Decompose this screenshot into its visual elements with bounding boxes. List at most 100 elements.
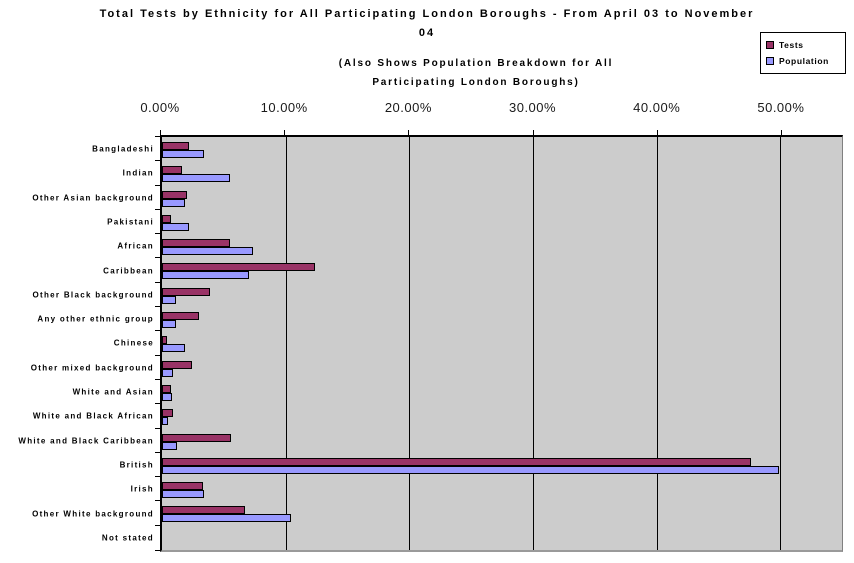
category-axis-tick	[155, 184, 160, 186]
category-label: Pakistani	[107, 217, 154, 227]
legend-label-tests: Tests	[779, 40, 804, 50]
chart-title-line1: Total Tests by Ethnicity for All Partici…	[99, 8, 755, 20]
x-tick-mark	[408, 130, 410, 135]
bar-tests	[162, 457, 751, 466]
gridline	[285, 137, 287, 550]
bar-tests	[162, 433, 232, 442]
bar-tests	[162, 142, 190, 150]
category-row: African	[117, 233, 842, 258]
bar-population	[162, 320, 176, 329]
bar-tests	[162, 384, 171, 393]
bar-tests	[162, 506, 245, 515]
category-axis-tick	[155, 354, 160, 356]
category-axis-tick	[155, 208, 160, 210]
x-tick-label: 20.00%	[384, 100, 432, 115]
chart-subtitle-line1: (Also Shows Population Breakdown for All	[338, 58, 614, 69]
category-axis-tick	[155, 378, 160, 380]
category-label: Caribbean	[103, 266, 154, 276]
bar-population	[162, 490, 205, 499]
bar-population	[162, 514, 291, 523]
x-tick-mark	[780, 130, 782, 135]
x-tick-mark	[532, 130, 534, 135]
category-label: White and Black Caribbean	[18, 436, 154, 446]
category-label: Other White background	[32, 509, 154, 519]
category-row: Chinese	[114, 330, 842, 355]
category-axis-tick	[155, 136, 160, 137]
bar-tests	[162, 239, 230, 248]
category-row: Other mixed background	[31, 354, 842, 380]
x-tick-label: 30.00%	[508, 100, 557, 115]
legend: Tests Population	[760, 32, 846, 74]
bar-tests	[162, 312, 200, 321]
bar-population	[162, 222, 190, 231]
category-axis-tick	[155, 500, 160, 502]
bar-population	[162, 368, 174, 377]
chart-subtitle: (Also Shows Population Breakdown for All…	[176, 54, 776, 92]
category-axis-tick	[155, 281, 160, 283]
category-axis-tick	[155, 550, 160, 551]
category-row: White and Asian	[73, 378, 842, 404]
category-label: Irish	[130, 484, 154, 494]
bar-tests	[162, 263, 316, 272]
chart-subtitle-line2: Participating London Boroughs)	[372, 77, 580, 88]
category-axis-tick	[155, 233, 160, 235]
category-axis-tick	[155, 403, 160, 405]
legend-item-population: Population	[766, 54, 840, 68]
bar-population	[162, 465, 779, 474]
x-tick-label: 50.00%	[757, 100, 805, 115]
category-label: Any other ethnic group	[37, 314, 154, 324]
category-row: Other White background	[32, 500, 842, 525]
x-tick-label: 0.00%	[140, 100, 180, 115]
category-label: White and Black African	[32, 411, 154, 421]
category-label: White and Asian	[72, 387, 154, 397]
gridline	[409, 137, 411, 550]
category-axis-tick	[155, 257, 160, 259]
legend-item-tests: Tests	[766, 38, 840, 52]
category-row: Not stated	[102, 524, 842, 550]
category-axis-tick	[155, 524, 160, 526]
category-label: Indian	[122, 168, 154, 178]
category-row: Any other ethnic group	[37, 306, 842, 331]
bar-population	[162, 392, 172, 401]
category-label: African	[117, 241, 154, 251]
population-swatch-icon	[766, 57, 774, 65]
bar-population	[162, 174, 230, 183]
category-axis-tick	[155, 451, 160, 453]
category-label: Other Black background	[32, 290, 154, 300]
x-tick-mark	[160, 130, 161, 135]
bar-tests	[162, 287, 211, 296]
bar-tests	[162, 166, 182, 175]
x-tick-mark	[656, 130, 658, 135]
chart-title-line2: 04	[418, 27, 436, 39]
bar-tests	[162, 360, 192, 369]
bar-population	[162, 247, 254, 256]
category-row: Other Asian background	[32, 184, 842, 210]
category-axis-tick	[155, 476, 160, 478]
bar-tests	[162, 214, 171, 223]
bar-tests	[162, 190, 187, 199]
category-label: Bangladeshi	[92, 144, 154, 154]
category-row: Irish	[131, 476, 842, 501]
tests-swatch-icon	[766, 41, 774, 49]
bar-population	[162, 150, 205, 158]
category-row: British	[120, 451, 842, 477]
x-axis: 0.00% 10.00% 20.00% 30.00% 40.00% 50.00%	[140, 96, 843, 135]
category-row: Bangladeshi	[92, 136, 842, 161]
gridline	[780, 137, 782, 550]
category-label: Other mixed background	[30, 363, 154, 373]
bar-population	[162, 417, 169, 426]
x-tick-label: 10.00%	[260, 100, 308, 115]
category-row: Caribbean	[103, 257, 842, 282]
category-axis-tick	[155, 330, 160, 332]
bar-tests	[162, 482, 203, 491]
category-axis-tick	[155, 427, 160, 429]
gridline	[532, 137, 534, 550]
bar-tests	[162, 409, 174, 418]
legend-label-population: Population	[779, 56, 829, 66]
category-row: Pakistani	[107, 208, 842, 234]
category-axis-tick	[155, 306, 160, 308]
category-row: Other Black background	[32, 281, 842, 307]
category-axis-tick	[155, 160, 160, 162]
category-label: Not stated	[101, 533, 154, 543]
